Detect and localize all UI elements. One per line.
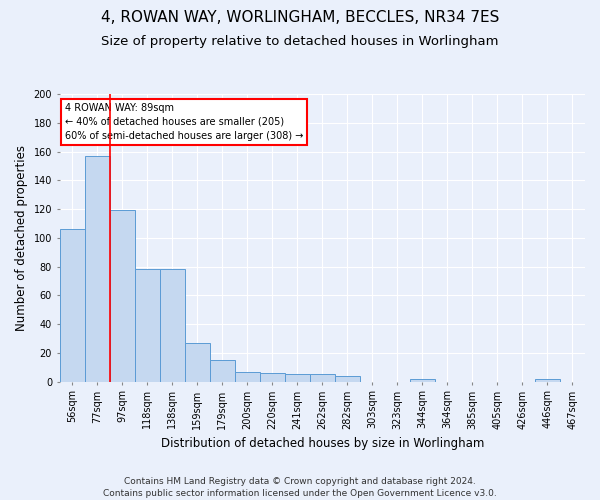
Text: 4 ROWAN WAY: 89sqm
← 40% of detached houses are smaller (205)
60% of semi-detach: 4 ROWAN WAY: 89sqm ← 40% of detached hou… [65,102,304,141]
Bar [110,210,135,382]
Bar [260,373,285,382]
Text: Size of property relative to detached houses in Worlingham: Size of property relative to detached ho… [101,35,499,48]
Bar [59,229,85,382]
Text: 4, ROWAN WAY, WORLINGHAM, BECCLES, NR34 7ES: 4, ROWAN WAY, WORLINGHAM, BECCLES, NR34 … [101,10,499,25]
Bar [135,270,160,382]
Bar [160,270,185,382]
Y-axis label: Number of detached properties: Number of detached properties [15,145,28,331]
Bar [310,374,335,382]
Bar [210,360,235,382]
Bar [410,379,435,382]
Bar [185,343,210,382]
Bar [335,376,360,382]
X-axis label: Distribution of detached houses by size in Worlingham: Distribution of detached houses by size … [161,437,484,450]
Bar [535,379,560,382]
Text: Contains HM Land Registry data © Crown copyright and database right 2024.
Contai: Contains HM Land Registry data © Crown c… [103,476,497,498]
Bar [235,372,260,382]
Bar [85,156,110,382]
Bar [285,374,310,382]
